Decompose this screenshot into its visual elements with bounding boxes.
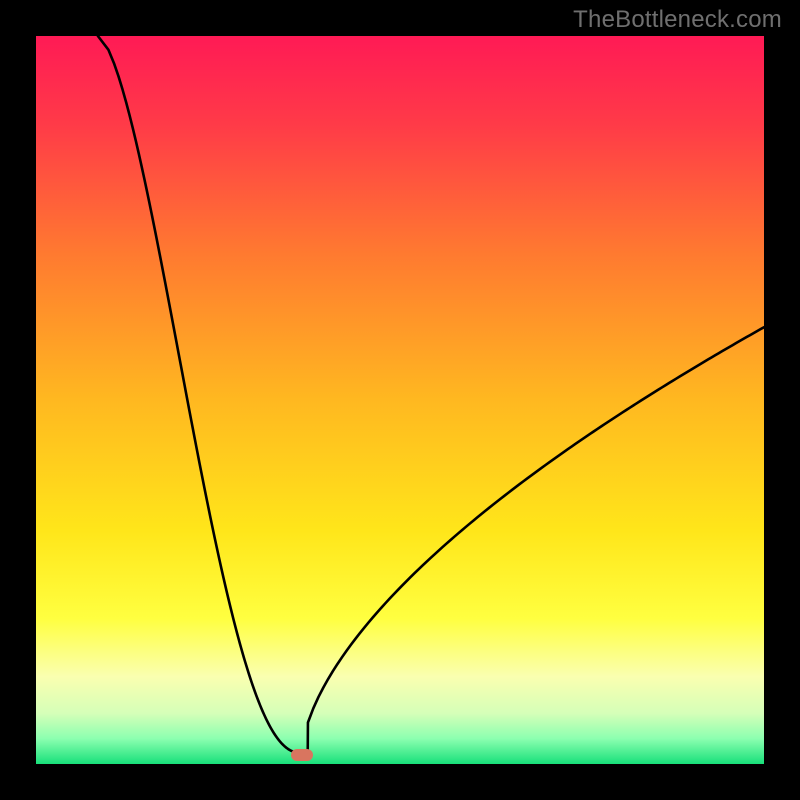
watermark-text: TheBottleneck.com	[573, 6, 782, 34]
chart-container: { "canvas": { "width": 800, "height": 80…	[0, 0, 800, 800]
bottleneck-curve	[36, 36, 764, 764]
minimum-marker	[291, 749, 313, 761]
plot-area	[36, 36, 764, 764]
